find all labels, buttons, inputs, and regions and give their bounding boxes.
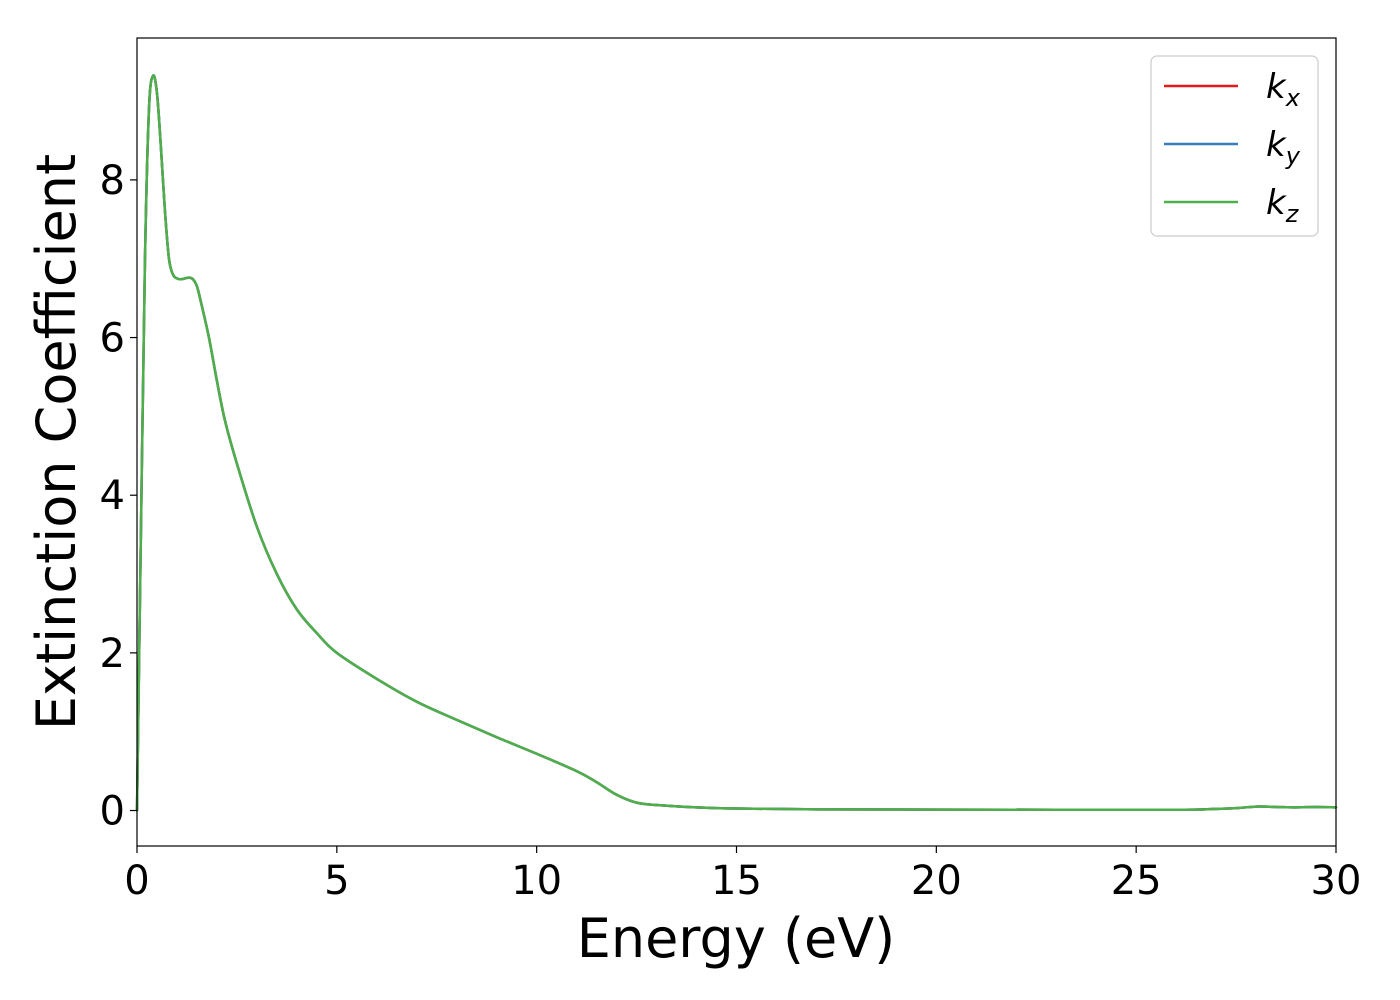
x-tick-label: 0 xyxy=(124,858,149,904)
y-axis: 0 2 4 6 8 xyxy=(100,158,137,835)
y-axis-title: Extinction Coefficient xyxy=(25,154,88,730)
x-axis: 0 5 10 15 20 25 30 xyxy=(124,846,1361,904)
legend-box xyxy=(1150,55,1319,237)
legend-label-z: kz xyxy=(1266,183,1300,228)
y-tick-label: 4 xyxy=(100,473,125,519)
x-tick-label: 20 xyxy=(911,858,962,904)
plot-background xyxy=(137,38,1336,846)
y-tick-label: 6 xyxy=(100,316,125,362)
x-tick-label: 10 xyxy=(511,858,562,904)
legend-label-y: ky xyxy=(1266,125,1301,170)
series-line-z xyxy=(135,74,1338,812)
series-layer xyxy=(135,74,1338,812)
x-tick-label: 15 xyxy=(711,858,762,904)
y-tick-label: 0 xyxy=(100,789,125,835)
x-tick-label: 25 xyxy=(1111,858,1162,904)
x-tick-label: 30 xyxy=(1311,858,1362,904)
y-tick-label: 8 xyxy=(100,158,125,204)
legend: kx ky kz xyxy=(1150,55,1319,237)
x-axis-title: Energy (eV) xyxy=(577,907,896,970)
x-tick-label: 5 xyxy=(324,858,349,904)
y-tick-label: 2 xyxy=(100,631,125,677)
legend-label-x: kx xyxy=(1266,67,1301,112)
